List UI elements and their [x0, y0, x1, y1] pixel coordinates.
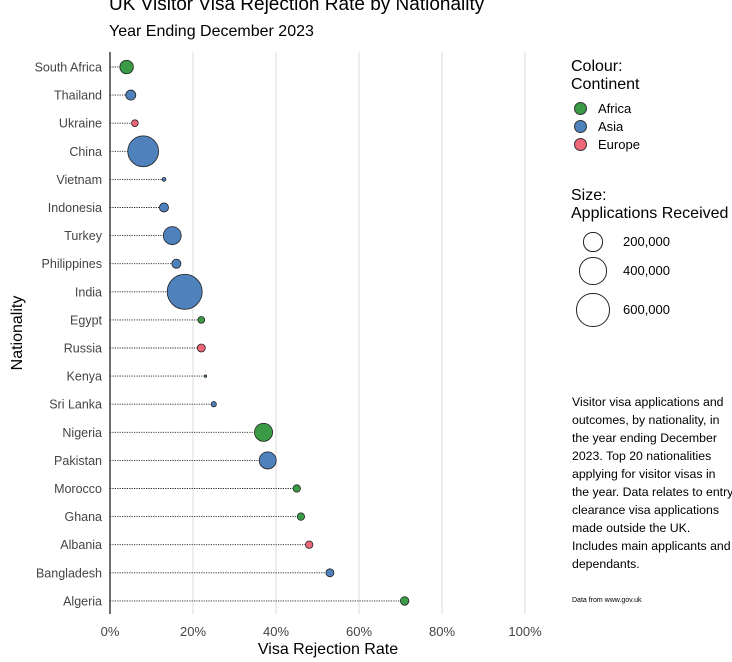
y-tick-label: Russia: [64, 342, 102, 356]
y-tick-label: Philippines: [42, 257, 102, 271]
data-source: Data from www.gov.uk: [572, 597, 642, 604]
colour-legend-title-line2: Continent: [571, 76, 640, 93]
legend-label: Asia: [598, 119, 624, 134]
size-legend-circle: [576, 293, 610, 327]
x-axis-title: Visa Rejection Rate: [258, 641, 398, 658]
legend-label: Africa: [598, 101, 632, 116]
y-tick-label: Egypt: [70, 313, 102, 327]
size-legend-label: 200,000: [623, 234, 670, 249]
y-tick-label: Bangladesh: [36, 566, 102, 580]
size-legend-title: Size: Applications Received: [571, 187, 728, 223]
data-point: [196, 343, 206, 353]
size-legend-label: 600,000: [623, 302, 670, 317]
data-point: [127, 135, 160, 168]
chart-plot-area: 0% 20% 40% 60% 80% 100% Visa Rejection Rate Nat…: [9, 52, 542, 658]
chart-subtitle: Year Ending December 2023: [109, 23, 314, 40]
y-axis-title: Nationality: [9, 296, 26, 371]
y-tick-label: Algeria: [63, 594, 102, 608]
x-tick-label: 40%: [263, 624, 289, 639]
y-tick-label: Thailand: [54, 89, 102, 103]
data-point: [125, 89, 137, 101]
x-tick-label: 0%: [101, 624, 120, 639]
legend-swatch: [574, 120, 587, 133]
y-tick-label: Pakistan: [54, 454, 102, 468]
size-legend-label: 400,000: [623, 263, 670, 278]
data-point: [159, 202, 169, 213]
y-tick-label: Kenya: [67, 370, 102, 384]
data-point: [161, 177, 167, 182]
size-legend-title-line2: Applications Received: [571, 205, 729, 222]
x-tick-label: 20%: [180, 624, 206, 639]
y-tick-label: China: [69, 145, 102, 159]
data-point: [296, 512, 306, 521]
y-tick-label: Ghana: [64, 510, 102, 524]
x-tick-label: 100%: [508, 624, 542, 639]
colour-legend-title: Colour: Continent: [571, 58, 640, 94]
y-tick-label: Morocco: [54, 482, 102, 496]
data-point: [203, 374, 208, 378]
data-point: [119, 59, 134, 75]
data-point: [258, 451, 277, 470]
size-legend-circle: [583, 232, 603, 252]
legend-swatch: [574, 102, 587, 115]
y-tick-label: Vietnam: [56, 173, 102, 187]
data-point: [210, 401, 217, 408]
y-tick-label: Nigeria: [62, 426, 102, 440]
data-point: [197, 316, 206, 324]
data-point: [166, 273, 203, 310]
size-legend-circle: [579, 257, 607, 285]
data-point: [254, 422, 274, 442]
size-legend-title-line1: Size:: [571, 187, 607, 204]
data-point: [325, 568, 335, 578]
y-tick-label: Ukraine: [59, 117, 102, 131]
colour-legend-title-line1: Colour:: [571, 58, 623, 75]
y-tick-label: South Africa: [35, 61, 102, 75]
data-point: [171, 258, 182, 269]
y-tick-label: Albania: [60, 538, 102, 552]
data-point: [305, 540, 314, 549]
x-tick-label: 60%: [346, 624, 372, 639]
chart-title: UK Visitor Visa Rejection Rate by Nation…: [109, 0, 485, 15]
y-tick-label: Turkey: [64, 229, 102, 243]
chart-note: Visitor visa applications and outcomes, …: [572, 395, 732, 571]
data-point: [162, 226, 182, 245]
data-point: [399, 596, 410, 606]
y-tick-label: Indonesia: [48, 201, 102, 215]
legend-swatch: [574, 138, 587, 151]
legend-label: Europe: [598, 137, 640, 152]
data-point: [131, 119, 139, 127]
y-tick-label: India: [75, 285, 102, 299]
y-tick-label: Sri Lanka: [49, 398, 102, 412]
data-point: [292, 484, 301, 493]
x-tick-label: 80%: [429, 624, 455, 639]
